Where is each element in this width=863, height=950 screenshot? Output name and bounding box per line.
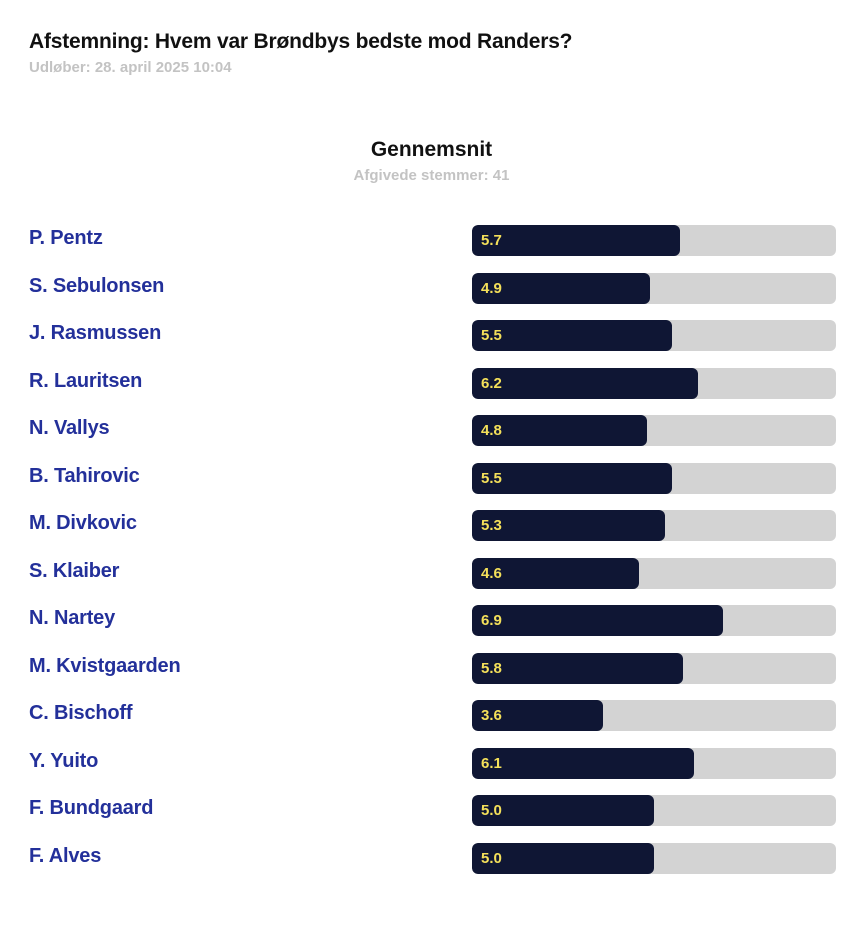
rating-bar [472,795,654,826]
player-name: N. Nartey [29,607,116,629]
rating-bar [472,557,640,589]
rating-value-label: 5.7 [481,232,502,249]
rating-bar-track: 5.3 [472,510,836,541]
player-name: M. Divkovic [29,512,137,534]
rating-bar [472,510,665,541]
average-heading: Gennemsnit [370,138,493,161]
rating-value-label: 4.9 [481,279,502,297]
rating-value-label: 5.3 [481,517,502,534]
vote-count: Afgivede stemmer: 41 [353,167,510,184]
rating-bar [472,367,698,399]
player-name: C. Bischoff [29,702,133,724]
rating-value-label: 5.8 [481,659,502,677]
rating-bar [472,652,684,684]
rating-value-label: 5.0 [481,802,502,819]
poll-expiry-date: Udløber: 28. april 2025 10:04 [29,59,232,76]
player-name: F. Bundgaard [29,797,154,819]
rating-value-label: 4.8 [481,422,502,439]
rating-bar [472,320,673,351]
player-name: S. Sebulonsen [29,274,165,297]
rating-bar-track: 6.9 [472,605,836,636]
rating-bar-track: 4.6 [472,557,836,589]
rating-bar-track: 5.0 [472,795,836,826]
rating-bar-track: 6.2 [472,367,836,399]
rating-bar-track: 5.5 [472,462,836,494]
rating-bar [472,272,651,304]
rating-value-label: 5.5 [481,327,502,344]
rating-bar-track: 4.9 [472,272,836,304]
player-name: Y. Yuito [29,749,99,772]
player-name: S. Klaiber [29,559,120,582]
rating-value-label: 5.5 [481,469,502,487]
player-name: F. Alves [29,844,102,867]
rating-bar [472,700,603,731]
rating-bar [472,605,724,636]
rating-bar-track: 4.8 [472,415,836,446]
player-name: M. Kvistgaarden [29,654,181,677]
rating-bar [472,415,647,446]
rating-bar-track: 5.5 [472,320,836,351]
rating-bar-track: 5.7 [472,225,836,256]
rating-bar-track: 6.1 [472,747,836,779]
player-name: J. Rasmussen [29,322,162,344]
rating-bar-track: 5.8 [472,652,836,684]
rating-bar [472,747,694,779]
rating-value-label: 6.1 [481,754,502,772]
poll-title: Afstemning: Hvem var Brøndbys bedste mod… [29,30,573,53]
rating-bar [472,225,680,256]
player-name: N. Vallys [29,417,110,439]
player-name: R. Lauritsen [29,369,143,392]
rating-value-label: 4.6 [481,564,502,582]
rating-bar-track: 3.6 [472,700,836,731]
player-name: P. Pentz [29,227,103,249]
player-name: B. Tahirovic [29,464,140,487]
rating-bar-track: 5.0 [472,842,836,874]
rating-bar [472,842,654,874]
rating-value-label: 6.2 [481,374,502,392]
rating-value-label: 3.6 [481,707,502,724]
rating-bar [472,462,673,494]
rating-value-label: 5.0 [481,849,502,867]
rating-value-label: 6.9 [481,612,502,629]
